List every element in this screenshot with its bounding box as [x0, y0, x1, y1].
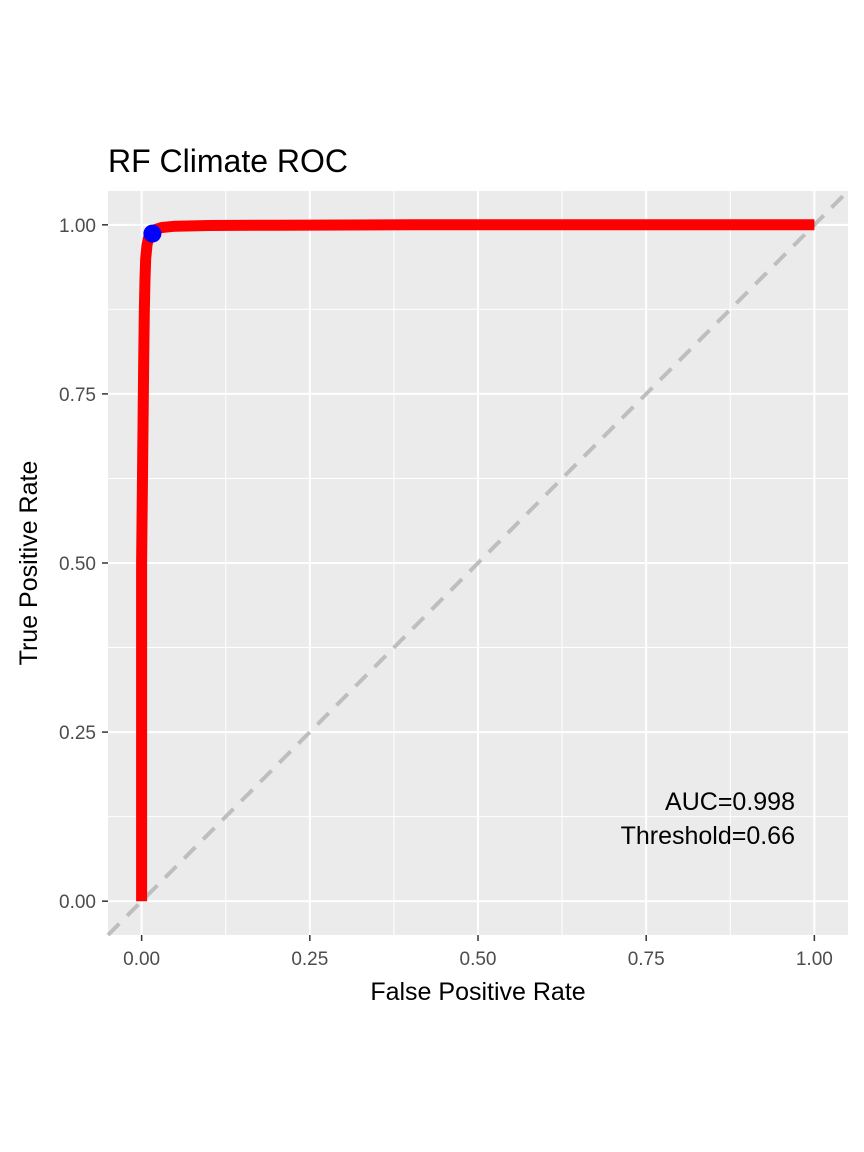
y-tick-label: 0.75	[59, 385, 96, 406]
y-tick-label: 0.00	[59, 892, 96, 913]
x-tick-label: 0.00	[123, 949, 160, 970]
x-tick-label: 0.75	[628, 949, 665, 970]
optimal-threshold-point	[143, 224, 162, 243]
x-axis-title: False Positive Rate	[370, 978, 585, 1006]
reference-line	[106, 189, 850, 937]
y-tick-label: 1.00	[59, 216, 96, 237]
x-tick-label: 0.25	[291, 949, 328, 970]
threshold-annotation: Threshold=0.66	[621, 822, 795, 850]
axis-ticks: 0.00 0.25 0.50 0.75 1.00 0.00 0.25 0.50 0.75 1.00	[59, 216, 833, 970]
y-tick-label: 0.50	[59, 554, 96, 575]
x-tick-label: 0.50	[460, 949, 497, 970]
chart-title: RF Climate ROC	[108, 143, 348, 179]
reference-diagonal	[106, 189, 850, 937]
point-layer	[143, 224, 162, 243]
auc-annotation: AUC=0.998	[665, 788, 795, 816]
x-tick-label: 1.00	[796, 949, 833, 970]
y-axis-title: True Positive Rate	[15, 461, 43, 666]
y-tick-label: 0.25	[59, 723, 96, 744]
